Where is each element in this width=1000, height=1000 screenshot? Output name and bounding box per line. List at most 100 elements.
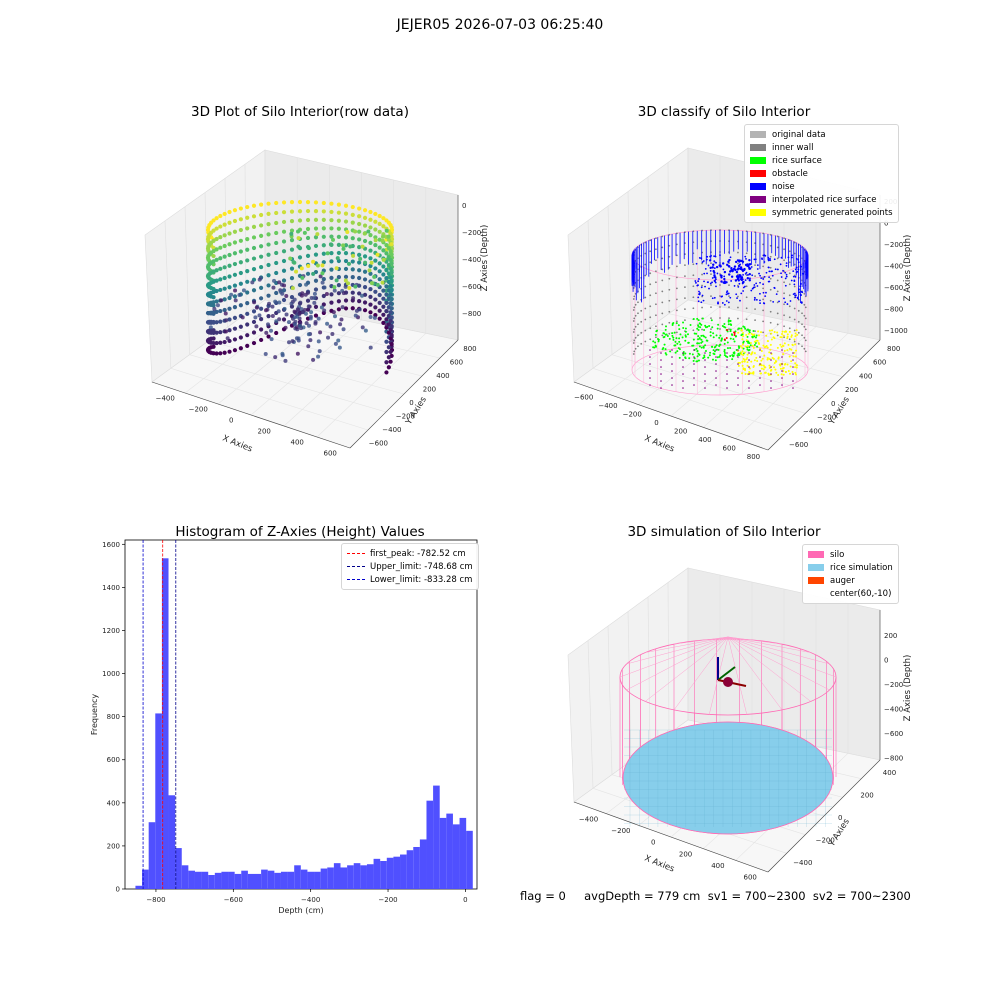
inner-wall-point: [788, 250, 791, 253]
data-point: [377, 213, 382, 219]
noise-point: [700, 286, 703, 289]
data-point: [214, 309, 219, 314]
symmetric-point: [752, 365, 755, 368]
symmetric-point: [790, 334, 793, 337]
noise-point: [745, 271, 748, 274]
data-point: [222, 275, 227, 281]
data-point: [341, 291, 346, 296]
data-point: [313, 252, 319, 257]
noise-point: [722, 262, 725, 265]
data-point: [358, 256, 363, 261]
histogram-bar: [274, 872, 281, 889]
noise-point: [776, 268, 779, 271]
data-point: [281, 200, 287, 205]
symmetric-point: [783, 330, 786, 333]
noise-point: [761, 257, 763, 260]
inner-wall-point: [644, 296, 647, 299]
inner-wall-point: [776, 301, 779, 304]
inner-wall-point: [769, 255, 772, 258]
data-point: [291, 260, 296, 265]
x-tick-label: 200: [674, 427, 687, 435]
rice-surface-point: [655, 345, 658, 348]
inner-wall-point: [783, 237, 785, 240]
interpolated-point: [726, 352, 728, 354]
inner-wall-point: [762, 276, 765, 279]
data-point: [350, 236, 355, 241]
data-point: [373, 238, 378, 243]
rice-surface-point: [756, 345, 759, 348]
rice-surface-point: [729, 347, 732, 350]
symmetric-point: [768, 357, 771, 360]
rice-surface-point: [729, 337, 732, 340]
inner-wall-point: [649, 327, 652, 330]
data-point: [388, 310, 393, 315]
panel2-legend: original data inner wall rice surface obsta…: [744, 124, 899, 223]
inner-wall-point: [655, 292, 657, 295]
noise-point: [744, 263, 748, 267]
rice-surface-point: [656, 337, 659, 340]
noise-point: [709, 266, 712, 270]
data-point: [232, 348, 238, 353]
noise-point: [759, 292, 761, 295]
z-tick-label: −600: [884, 730, 903, 738]
rice-surface-point: [700, 323, 703, 326]
data-point: [251, 235, 257, 240]
inner-wall-point: [692, 263, 695, 266]
data-point: [266, 222, 271, 227]
data-point: [368, 287, 373, 292]
data-point: [326, 335, 331, 340]
symmetric-point: [768, 329, 771, 332]
status-line: flag = 0 avgDepth = 779 cm sv1 = 700~230…: [520, 889, 911, 903]
panel3-title: Histogram of Z-Axies (Height) Values: [175, 524, 425, 540]
interpolated-point: [704, 387, 706, 389]
data-point: [321, 302, 326, 307]
rice-surface-point: [729, 320, 732, 323]
data-point: [238, 238, 243, 243]
legend-label: obstacle: [772, 168, 808, 179]
interpolated-point: [704, 380, 706, 382]
data-point: [227, 306, 232, 311]
rice-surface-point: [675, 322, 678, 325]
rice-surface-point: [744, 327, 747, 330]
data-point: [343, 203, 349, 208]
data-point: [321, 200, 326, 206]
rice-surface-point: [712, 332, 715, 335]
rice-surface-point: [697, 329, 700, 332]
legend-swatch: [750, 131, 766, 138]
inner-wall-point: [710, 317, 712, 320]
y-tick-label: 400: [883, 769, 896, 777]
data-point: [386, 246, 391, 251]
y-tick-label: 0: [116, 886, 120, 894]
legend-swatch: [347, 566, 365, 567]
data-point: [386, 355, 391, 360]
data-point: [211, 351, 216, 356]
inner-wall-point: [788, 272, 791, 275]
data-point: [259, 223, 264, 228]
inner-wall-point: [668, 233, 671, 236]
data-point: [224, 329, 229, 334]
noise-point: [785, 262, 788, 265]
rice-surface-point: [723, 351, 726, 354]
data-point: [336, 234, 341, 239]
rice-surface-point: [665, 333, 668, 336]
data-point: [321, 226, 326, 231]
symmetric-point: [775, 371, 778, 374]
inner-wall-point: [668, 266, 671, 269]
rice-surface-point: [727, 320, 730, 323]
noise-point: [749, 277, 751, 280]
data-point: [266, 242, 271, 247]
data-point: [315, 263, 320, 268]
inner-wall-point: [661, 257, 664, 260]
data-point: [329, 292, 334, 297]
grid-line: [627, 191, 632, 342]
rice-surface-point: [723, 348, 726, 351]
symmetric-point: [787, 343, 790, 346]
interpolated-point: [759, 363, 761, 365]
data-point: [389, 234, 394, 239]
x-tick-label: 400: [698, 436, 711, 444]
rice-surface-point: [723, 354, 726, 357]
symmetric-point: [743, 360, 746, 363]
symmetric-point: [776, 346, 779, 349]
interpolated-point: [693, 356, 695, 358]
symmetric-point: [756, 360, 759, 363]
